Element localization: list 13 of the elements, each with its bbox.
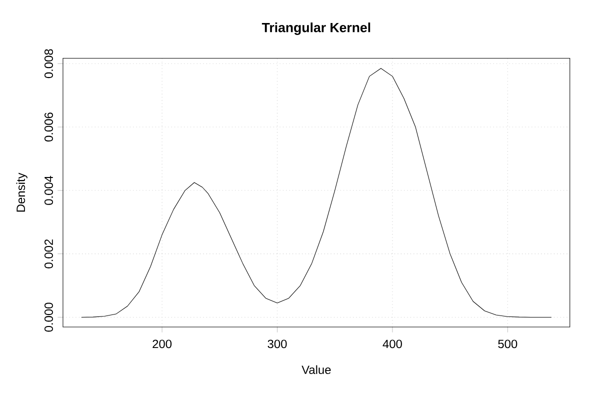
y-tick-label: 0.008 bbox=[44, 49, 53, 78]
chart-title: Triangular Kernel bbox=[262, 22, 370, 35]
x-axis-title: Value bbox=[302, 365, 331, 374]
y-tick-label: 0.004 bbox=[44, 176, 53, 205]
line-series bbox=[81, 68, 552, 318]
y-tick-label: 0.002 bbox=[44, 239, 53, 268]
y-axis-title: Density bbox=[16, 172, 28, 212]
x-tick-label: 500 bbox=[498, 340, 518, 348]
y-tick-label: 0.000 bbox=[44, 302, 53, 332]
y-tick-label: 0.006 bbox=[44, 112, 53, 142]
x-tick-label: 400 bbox=[382, 340, 402, 348]
x-tick-label: 300 bbox=[268, 340, 287, 348]
x-tick-label: 200 bbox=[152, 340, 172, 348]
